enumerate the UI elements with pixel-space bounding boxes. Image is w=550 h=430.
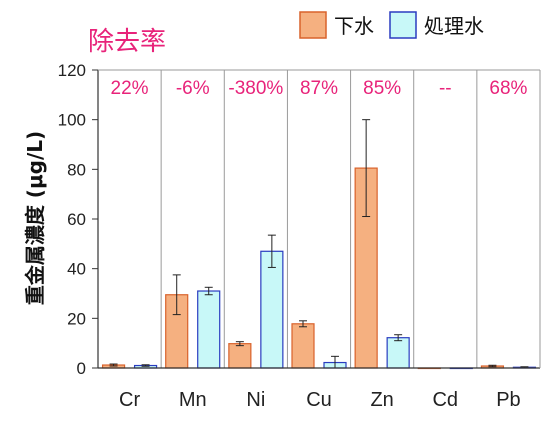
bar-treated-mn (197, 290, 221, 369)
category-label-cu: Cu (306, 389, 332, 411)
bar-sewage-cu (291, 323, 315, 369)
bar-sewage-ni (228, 343, 252, 369)
legend-label-treated: 処理水 (424, 14, 484, 38)
legend-label-sewage: 下水 (334, 14, 374, 38)
removal-rate-cd: -- (439, 78, 452, 99)
y-tick-label: 100 (58, 111, 86, 130)
legend-swatch-treated (389, 11, 417, 39)
y-axis-label: 重金属濃度 (μg/L) (23, 131, 47, 305)
y-tick-label: 0 (77, 359, 86, 378)
category-label-zn: Zn (370, 389, 393, 411)
removal-rate-zn: 85% (363, 78, 401, 99)
y-tick-label: 40 (67, 260, 86, 279)
chart-title: 除去率 (88, 27, 166, 57)
bars (101, 167, 537, 370)
y-tick-label: 80 (67, 160, 86, 179)
category-label-cd: Cd (432, 389, 458, 411)
removal-rate-ni: -380% (228, 78, 283, 99)
y-tick-label: 20 (67, 309, 86, 328)
legend: 下水 処理水 (299, 11, 484, 39)
category-label-cr: Cr (119, 389, 140, 411)
bar-treated-zn (386, 337, 410, 369)
category-label-ni: Ni (246, 389, 265, 411)
removal-rate-pb: 68% (489, 78, 527, 99)
removal-rate-cr: 22% (111, 78, 149, 99)
error-bars (109, 119, 529, 369)
legend-swatch-sewage (299, 11, 327, 39)
category-label-pb: Pb (496, 389, 520, 411)
y-axis-ticks: 0 20 40 60 80 100 120 (58, 61, 98, 378)
removal-rate-labels: 22% -6% -380% 87% 85% -- 68% (111, 78, 528, 99)
category-label-mn: Mn (179, 389, 207, 411)
plot-frame (97, 69, 541, 369)
removal-rate-mn: -6% (176, 78, 210, 99)
y-tick-label: 120 (58, 61, 86, 80)
bar-treated-ni (260, 250, 284, 369)
x-axis-categories: Cr Mn Ni Cu Zn Cd Pb (119, 389, 521, 411)
y-tick-label: 60 (67, 210, 86, 229)
gridlines (160, 70, 478, 368)
removal-rate-cu: 87% (300, 78, 338, 99)
